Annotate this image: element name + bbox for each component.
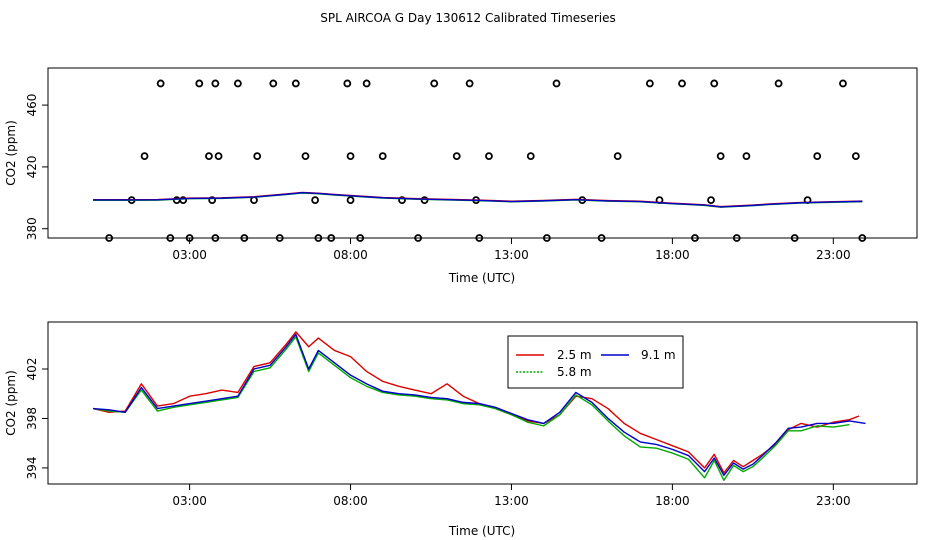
bottom-x-tick-label: 23:00	[816, 494, 851, 508]
bottom-x-tick-label: 18:00	[655, 494, 690, 508]
top-marker-point	[314, 234, 323, 242]
top-marker-point	[211, 234, 220, 242]
top-marker-point	[542, 234, 551, 242]
top-series-lines	[93, 191, 863, 208]
top-marker-point	[185, 234, 194, 242]
top-marker-point	[156, 79, 165, 88]
top-y-axis: 380 420 460	[25, 94, 48, 240]
top-marker-point	[179, 196, 188, 205]
top-marker-point	[311, 196, 320, 205]
top-y-axis-label: CO2 (ppm)	[4, 120, 18, 186]
top-marker-point	[452, 152, 461, 160]
top-x-tick-label: 13:00	[494, 248, 529, 262]
top-marker-point	[301, 152, 310, 160]
bottom-x-tick-label: 03:00	[172, 494, 207, 508]
top-marker-point	[645, 79, 654, 88]
legend: 2.5 m 9.1 m 5.8 m	[507, 335, 684, 389]
top-marker-point	[291, 79, 300, 88]
top-y-tick-label: 380	[25, 217, 39, 240]
top-marker-point	[716, 152, 725, 160]
top-marker-point	[346, 196, 355, 205]
bottom-y-axis-label: CO2 (ppm)	[4, 370, 18, 436]
top-marker-point	[275, 234, 284, 242]
top-marker-point	[790, 234, 799, 242]
bottom-x-tick-label: 13:00	[494, 494, 529, 508]
top-x-tick-label: 03:00	[172, 248, 207, 262]
top-marker-point	[356, 234, 365, 242]
top-marker-point	[105, 234, 114, 242]
bottom-series-5-8-m	[92, 336, 850, 481]
bottom-series-lines	[92, 331, 866, 481]
bottom-y-tick-label: 402	[25, 358, 39, 381]
top-marker-point	[707, 196, 715, 205]
top-marker-point	[526, 152, 535, 160]
top-marker-point	[343, 79, 352, 88]
top-marker-point	[485, 152, 493, 160]
legend-label-9-1m: 9.1 m	[641, 348, 676, 362]
top-marker-point	[362, 79, 371, 88]
top-marker-point	[732, 234, 741, 242]
top-marker-point	[552, 79, 561, 88]
top-marker-point	[742, 152, 751, 160]
top-x-tick-label: 08:00	[333, 248, 368, 262]
top-marker-point	[253, 152, 262, 160]
bottom-panel: 03:00 08:00 13:00 18:00 23:00 394 398 402 Time…	[4, 321, 918, 538]
top-marker-point	[269, 79, 278, 88]
bottom-x-axis-label: Time (UTC)	[448, 524, 515, 538]
top-x-tick-label: 23:00	[816, 248, 851, 262]
top-series-9-1m	[93, 192, 863, 208]
top-marker-point	[613, 152, 622, 160]
top-marker-point	[691, 234, 699, 242]
top-marker-point	[774, 79, 783, 88]
top-marker-point	[240, 234, 249, 242]
chart-title: SPL AIRCOA G Day 130612 Calibrated Times…	[320, 11, 615, 25]
top-marker-point	[475, 234, 484, 242]
top-marker-point	[346, 152, 355, 160]
top-marker-point	[233, 79, 242, 88]
top-marker-point	[214, 152, 223, 160]
legend-label-2-5m: 2.5 m	[557, 348, 592, 362]
bottom-y-tick-label: 398	[25, 407, 39, 430]
top-x-axis: 03:00 08:00 13:00 18:00 23:00	[172, 238, 851, 262]
bottom-y-axis: 394 398 402	[25, 358, 48, 479]
legend-box	[507, 335, 684, 389]
top-y-tick-label: 420	[25, 155, 39, 178]
bottom-x-tick-label: 08:00	[333, 494, 368, 508]
top-marker-point	[166, 234, 175, 242]
top-y-tick-label: 460	[25, 94, 39, 117]
top-marker-point	[710, 79, 719, 88]
top-marker-point	[211, 79, 220, 88]
bottom-y-tick-label: 394	[25, 456, 39, 479]
legend-label-5-8m: 5.8 m	[557, 365, 592, 379]
top-marker-point	[414, 234, 423, 242]
top-marker-point	[378, 152, 387, 160]
top-panel: 03:00 08:00 13:00 18:00 23:00 380 420 460 Time…	[4, 67, 918, 285]
top-marker-point	[205, 152, 213, 160]
top-marker-point	[597, 234, 606, 242]
top-marker-point	[851, 152, 860, 160]
top-marker-point	[208, 196, 217, 205]
top-marker-point	[465, 79, 474, 88]
top-marker-point	[430, 79, 439, 88]
top-marker-point	[327, 234, 336, 242]
top-x-tick-label: 18:00	[655, 248, 690, 262]
top-plot-frame	[47, 67, 918, 239]
top-marker-point	[678, 79, 686, 88]
bottom-series-9-1-m	[93, 333, 866, 477]
bottom-plot-frame	[47, 321, 918, 485]
bottom-x-axis: 03:00 08:00 13:00 18:00 23:00	[172, 484, 851, 508]
top-marker-point	[839, 79, 847, 88]
top-marker-point	[195, 79, 204, 88]
top-x-axis-label: Time (UTC)	[448, 271, 515, 285]
top-marker-point	[140, 152, 149, 160]
top-marker-point	[398, 196, 406, 205]
top-marker-point	[813, 152, 822, 160]
top-markers	[105, 79, 867, 242]
top-marker-point	[858, 234, 867, 242]
